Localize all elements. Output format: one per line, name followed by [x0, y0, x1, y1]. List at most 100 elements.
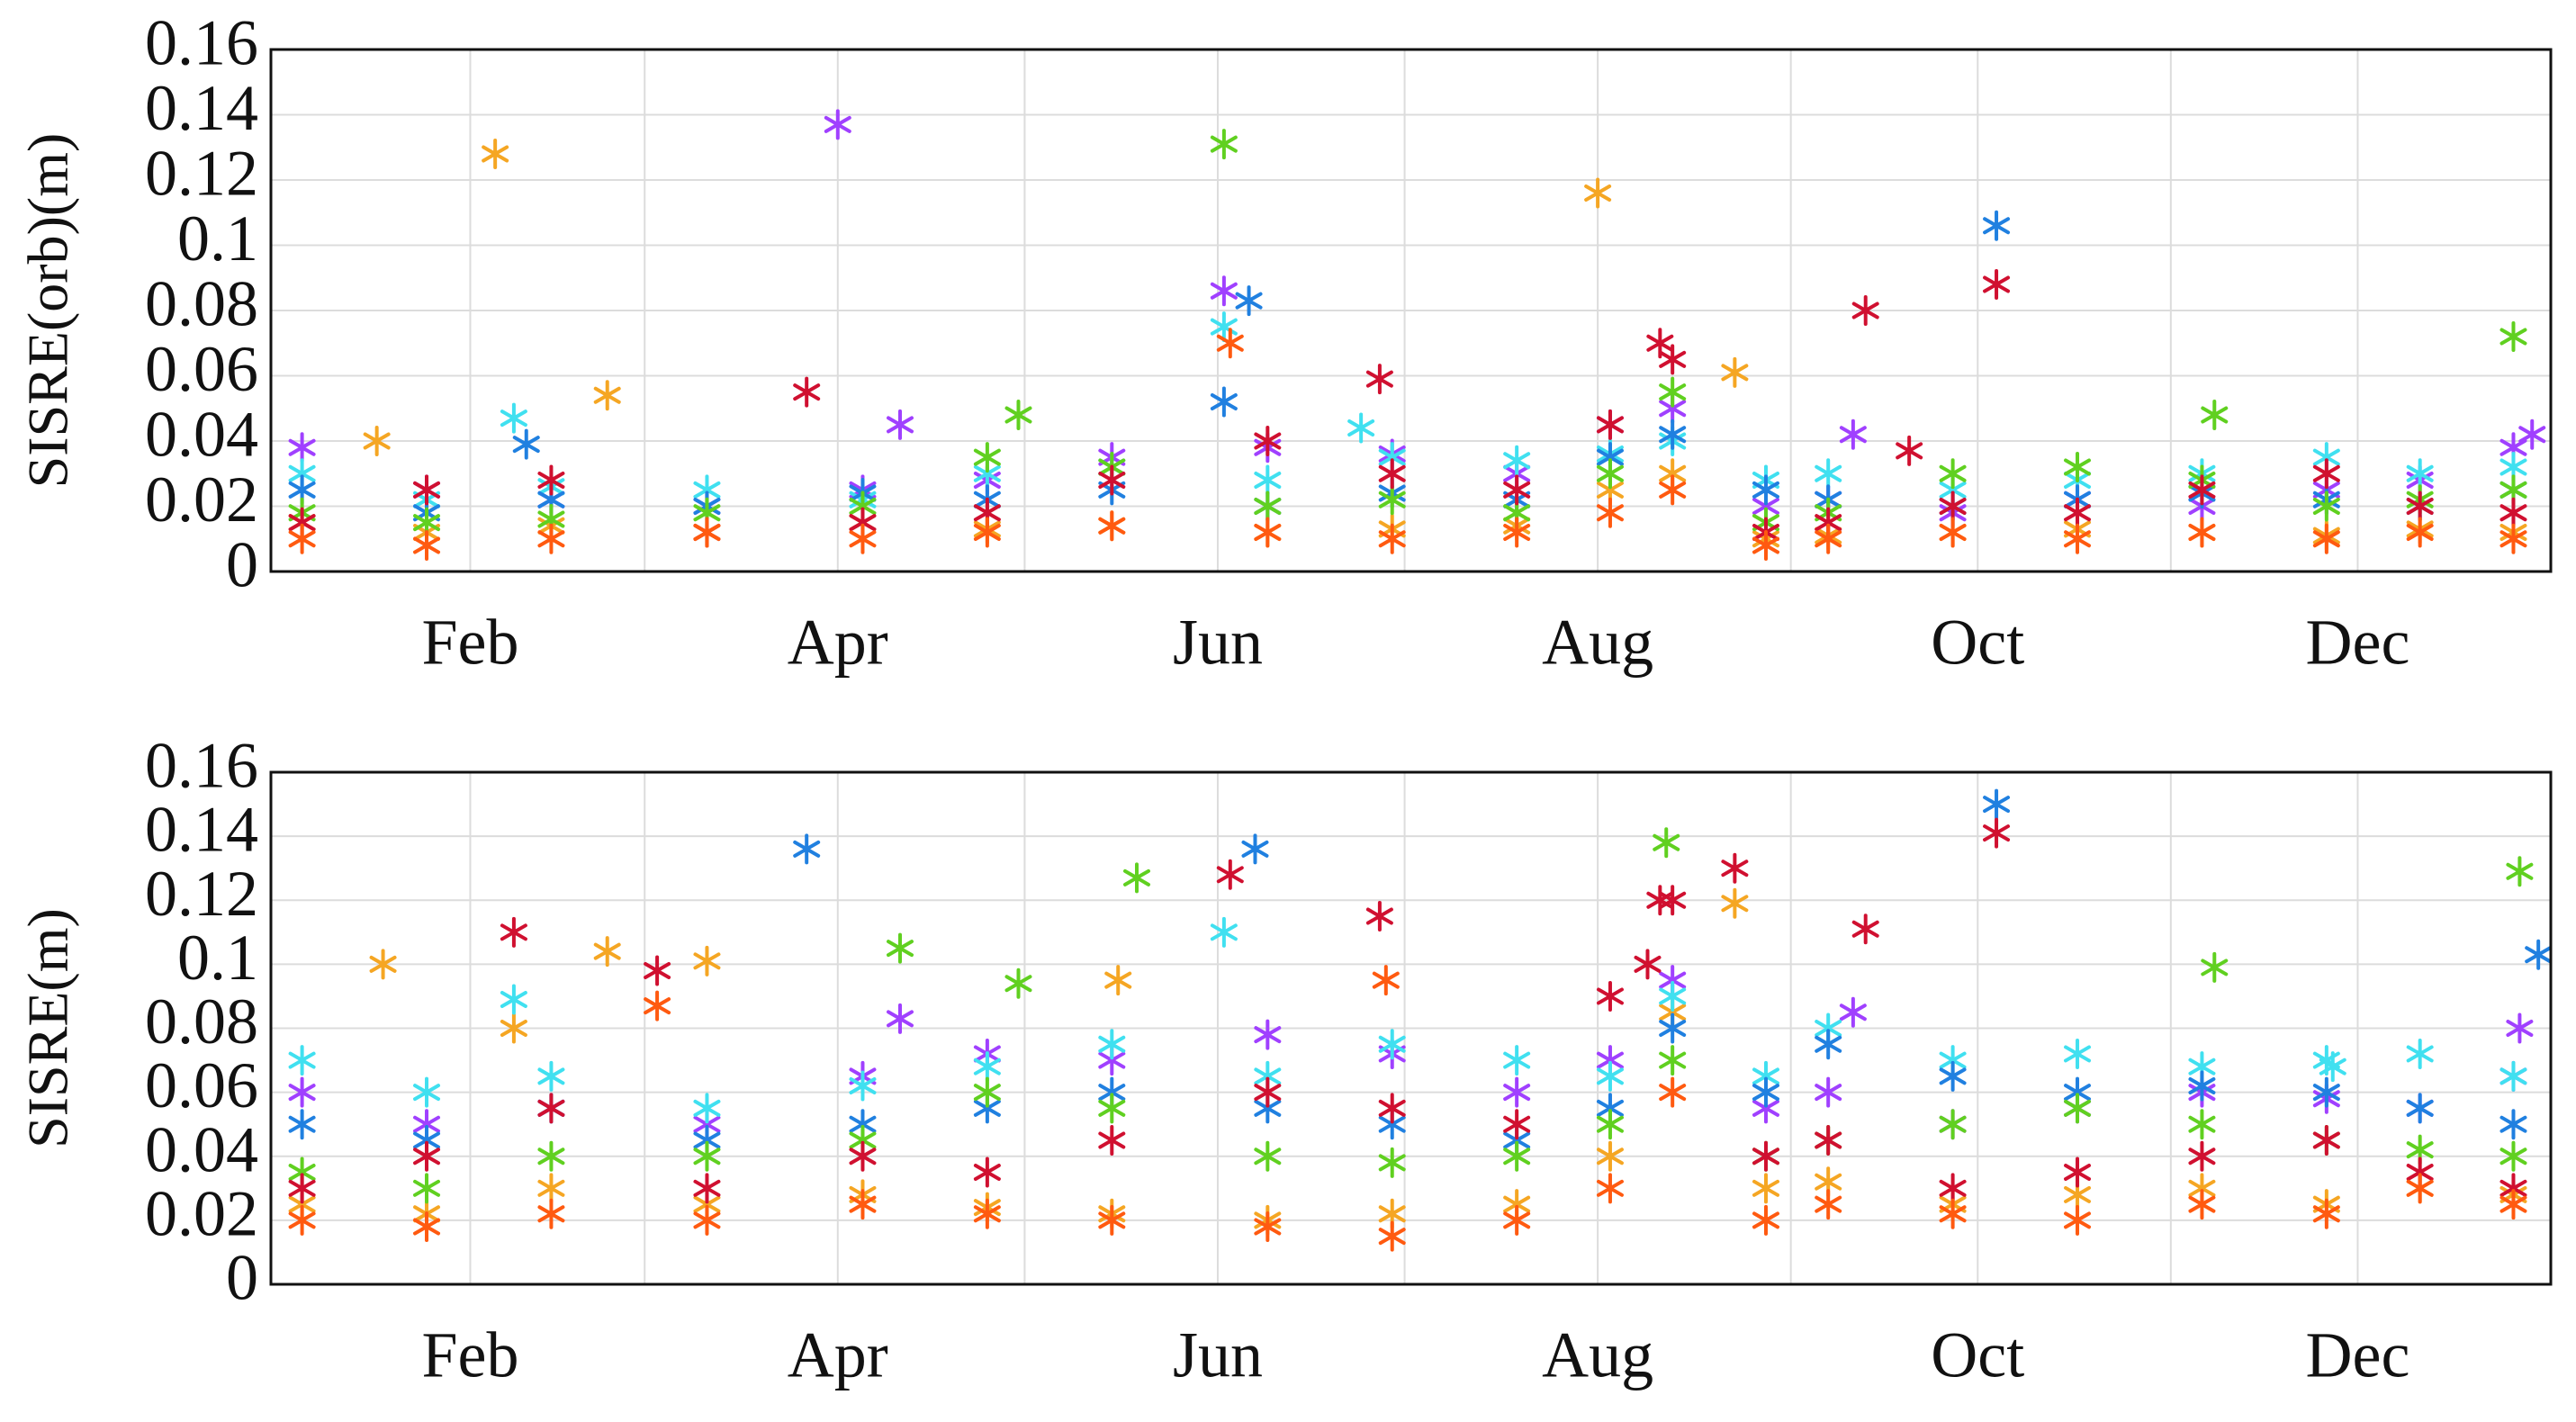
data-point — [1815, 1124, 1842, 1156]
data-point — [849, 1070, 877, 1102]
y-tick-label: 0.16 — [145, 7, 258, 79]
data-point — [1216, 328, 1244, 359]
data-point — [824, 109, 851, 140]
x-tick-label: Oct — [1931, 607, 2024, 679]
data-point — [1596, 497, 1624, 528]
data-point — [2406, 1038, 2434, 1069]
data-point — [1983, 817, 2011, 849]
y-tick-label: 0.06 — [145, 333, 258, 405]
data-point — [1254, 490, 1282, 522]
data-point — [1104, 965, 1132, 996]
y-tick-label: 0 — [226, 529, 258, 601]
plot-frame — [269, 770, 2553, 1286]
data-point — [537, 464, 565, 496]
data-point — [1378, 1029, 1406, 1060]
x-tick-label: Feb — [421, 1319, 518, 1391]
data-point — [1584, 177, 1612, 209]
data-point — [2064, 1093, 2092, 1124]
data-point — [973, 1076, 1001, 1108]
data-point — [2188, 1070, 2216, 1102]
data-point — [887, 409, 914, 440]
data-point — [2499, 1140, 2527, 1172]
panel: 00.020.040.060.080.10.120.140.16 Feb Apr Ju… — [16, 730, 2553, 1391]
data-point — [1815, 1189, 1842, 1220]
data-point — [1752, 474, 1779, 506]
data-point — [1752, 1076, 1779, 1108]
data-point — [1815, 1029, 1842, 1060]
data-point — [1815, 523, 1842, 554]
data-point — [1216, 859, 1244, 890]
data-point — [2499, 321, 2527, 352]
data-point — [973, 442, 1001, 473]
data-point — [1721, 852, 1749, 884]
y-tick-label: 0.06 — [145, 1049, 258, 1121]
data-point — [1752, 530, 1779, 561]
y-tick-label: 0.1 — [177, 922, 258, 994]
data-point — [1815, 1076, 1842, 1108]
data-point — [1210, 129, 1238, 160]
data-point — [1503, 474, 1531, 506]
data-point — [2312, 1124, 2340, 1156]
x-tick-label: Aug — [1542, 1319, 1653, 1391]
x-tick-label: Jun — [1173, 607, 1263, 679]
data-point — [1210, 275, 1238, 307]
data-point — [1939, 458, 1967, 490]
data-point — [849, 523, 877, 554]
data-point — [1378, 484, 1406, 516]
data-point — [1378, 523, 1406, 554]
data-point — [593, 936, 621, 968]
data-point — [1596, 458, 1624, 490]
data-point — [644, 955, 671, 986]
data-point — [1939, 1060, 1967, 1092]
data-point — [1098, 1124, 1126, 1156]
data-point — [793, 833, 821, 865]
x-tick-label: Dec — [2305, 607, 2409, 679]
data-point — [1241, 833, 1269, 865]
data-point — [1659, 1076, 1687, 1108]
data-point — [1004, 400, 1032, 430]
x-tick-label: Aug — [1542, 607, 1653, 679]
data-point — [1378, 1220, 1406, 1252]
data-point — [1983, 788, 2011, 820]
data-point — [1596, 1173, 1624, 1204]
data-point — [2064, 497, 2092, 528]
data-point — [2406, 1093, 2434, 1124]
x-tick-label: Dec — [2305, 1319, 2409, 1391]
data-point — [413, 1076, 441, 1108]
data-point — [693, 1173, 721, 1204]
data-point — [1939, 517, 1967, 548]
data-point — [2188, 1140, 2216, 1172]
data-point — [849, 1189, 877, 1220]
data-point — [2201, 951, 2229, 983]
data-point — [288, 432, 316, 464]
data-point — [2312, 523, 2340, 554]
data-point — [1098, 1204, 1126, 1236]
data-point — [849, 1140, 877, 1172]
data-point — [1896, 435, 1923, 466]
data-point — [1210, 386, 1238, 418]
data-point — [1815, 458, 1842, 490]
data-point — [1123, 862, 1150, 894]
data-point — [1596, 1060, 1624, 1092]
data-point — [512, 428, 540, 460]
data-point — [500, 1012, 527, 1044]
data-point — [2312, 458, 2340, 490]
data-point — [2499, 497, 2527, 528]
x-tick-label: Oct — [1931, 1319, 2024, 1391]
data-point — [1752, 1173, 1779, 1204]
data-point — [363, 426, 391, 456]
data-point — [1503, 517, 1531, 548]
y-tick-label: 0.1 — [177, 202, 258, 274]
x-tick-label: Apr — [788, 607, 888, 679]
y-tick-label: 0.12 — [145, 138, 258, 210]
data-point — [288, 523, 316, 554]
data-point — [1596, 409, 1624, 440]
data-point — [1939, 490, 1967, 522]
data-point — [537, 1093, 565, 1124]
data-point — [413, 1173, 441, 1204]
data-point — [288, 1045, 316, 1076]
data-point — [1378, 1093, 1406, 1124]
data-point — [2188, 517, 2216, 548]
data-point — [2406, 1173, 2434, 1204]
